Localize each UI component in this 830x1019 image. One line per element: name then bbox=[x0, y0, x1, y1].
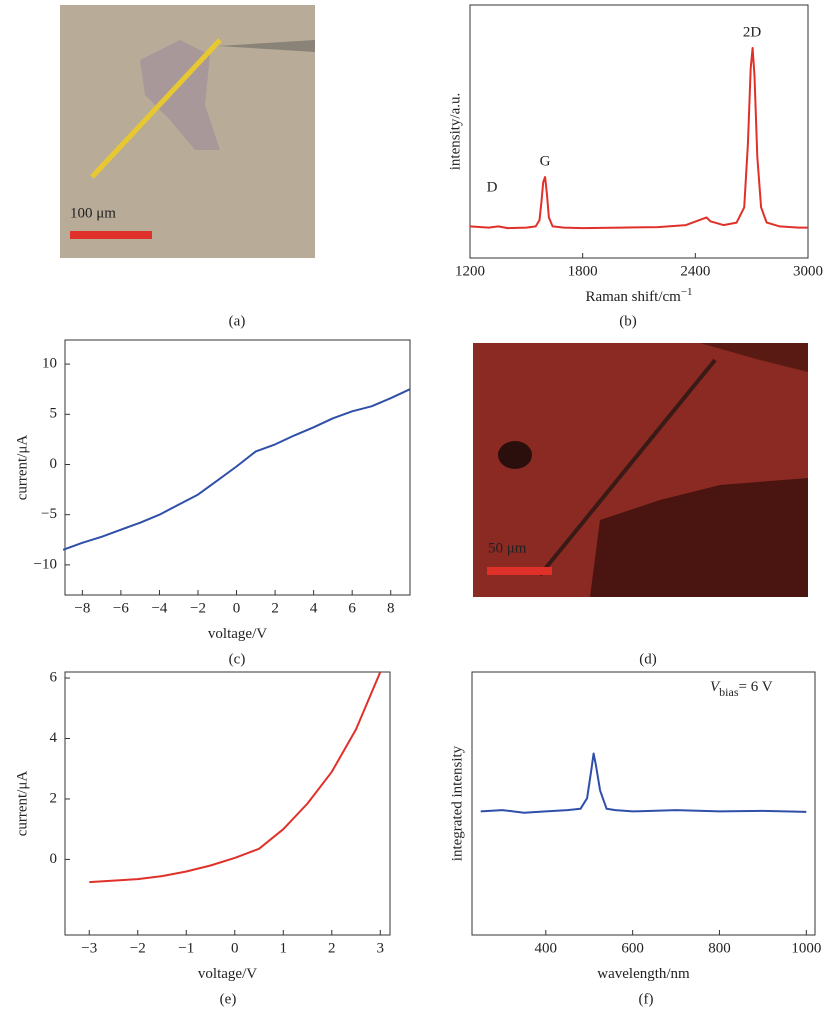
probe bbox=[218, 40, 315, 52]
x-tick-label: −1 bbox=[178, 940, 194, 956]
x-tick-label: 1800 bbox=[568, 263, 598, 279]
y-tick-label: 10 bbox=[42, 356, 57, 372]
dark-region bbox=[590, 478, 808, 597]
plot-frame bbox=[469, 4, 809, 259]
x-tick-label: 0 bbox=[231, 940, 239, 956]
nanowire bbox=[90, 38, 222, 179]
y-axis-label: intensity/a.u. bbox=[447, 93, 463, 171]
y-tick-label: 6 bbox=[50, 669, 58, 685]
x-tick-label: 0 bbox=[233, 600, 241, 616]
scale-bar bbox=[70, 231, 152, 239]
x-tick-label: 2 bbox=[328, 940, 336, 956]
x-tick-label: −6 bbox=[113, 600, 129, 616]
y-tick-label: −10 bbox=[34, 556, 57, 572]
x-tick-label: 6 bbox=[348, 600, 356, 616]
x-tick-label: −3 bbox=[81, 940, 97, 956]
data-line bbox=[469, 47, 808, 230]
x-tick-label: 2400 bbox=[680, 263, 710, 279]
data-line bbox=[89, 671, 382, 884]
plot-frame bbox=[64, 671, 391, 936]
x-tick-label: 8 bbox=[387, 600, 395, 616]
x-tick-label: 1000 bbox=[791, 940, 821, 956]
plot-frame bbox=[64, 339, 411, 596]
caption: (b) bbox=[619, 313, 637, 329]
annotation-text: = 6 V bbox=[739, 679, 773, 695]
x-axis-label: wavelength/nm bbox=[597, 966, 690, 982]
particle bbox=[498, 441, 532, 469]
y-tick-label: 2 bbox=[50, 790, 58, 806]
x-tick-label: 1200 bbox=[455, 263, 485, 279]
x-tick-label: 3 bbox=[377, 940, 385, 956]
y-axis-label: current/μA bbox=[14, 771, 30, 837]
dark-corner bbox=[700, 343, 808, 372]
x-tick-label: 4 bbox=[310, 600, 318, 616]
x-tick-label: 600 bbox=[621, 940, 644, 956]
x-tick-label: −8 bbox=[74, 600, 90, 616]
data-line bbox=[480, 752, 807, 814]
caption: (e) bbox=[220, 991, 237, 1007]
x-tick-label: 800 bbox=[708, 940, 731, 956]
caption: (c) bbox=[229, 651, 246, 667]
x-tick-label: 400 bbox=[535, 940, 558, 956]
data-line bbox=[62, 388, 411, 551]
peak-label: D bbox=[487, 179, 498, 195]
y-tick-label: 0 bbox=[50, 851, 58, 867]
nanowire bbox=[538, 358, 717, 577]
peak-label: G bbox=[540, 153, 551, 169]
x-tick-label: 2 bbox=[271, 600, 279, 616]
x-axis-label-text: voltage/V bbox=[208, 626, 267, 642]
caption: (f) bbox=[639, 991, 654, 1007]
x-axis-label: voltage/V bbox=[208, 626, 267, 642]
x-axis-label-text: wavelength/nm bbox=[597, 966, 690, 982]
x-axis-label: Raman shift/cm−1 bbox=[585, 286, 692, 306]
flake bbox=[140, 40, 220, 150]
x-tick-label: −2 bbox=[130, 940, 146, 956]
caption: (d) bbox=[639, 651, 657, 667]
scale-label: 50 μm bbox=[488, 540, 527, 556]
x-axis-label-text: voltage/V bbox=[198, 966, 257, 982]
annotation-subscript: bias bbox=[719, 685, 739, 699]
x-axis-label-sup: −1 bbox=[681, 286, 693, 298]
plot-frame bbox=[471, 671, 816, 936]
y-axis-label: current/μA bbox=[14, 435, 30, 501]
x-axis-label-text: Raman shift/cm bbox=[585, 289, 681, 305]
y-tick-label: 4 bbox=[50, 730, 58, 746]
peak-label: 2D bbox=[743, 24, 762, 40]
scale-label: 100 μm bbox=[70, 205, 116, 221]
x-tick-label: 1 bbox=[280, 940, 288, 956]
x-tick-label: −2 bbox=[190, 600, 206, 616]
x-axis-label: voltage/V bbox=[198, 966, 257, 982]
x-tick-label: 3000 bbox=[793, 263, 823, 279]
caption: (a) bbox=[229, 313, 246, 329]
y-tick-label: 5 bbox=[50, 406, 58, 422]
y-axis-label: integrated intensity bbox=[449, 745, 465, 861]
y-tick-label: 0 bbox=[50, 456, 58, 472]
x-tick-label: −4 bbox=[151, 600, 167, 616]
annotation-symbol: V bbox=[710, 679, 721, 695]
annotation: Vbias= 6 V bbox=[710, 679, 773, 698]
scale-bar bbox=[487, 567, 552, 575]
y-tick-label: −5 bbox=[41, 506, 57, 522]
